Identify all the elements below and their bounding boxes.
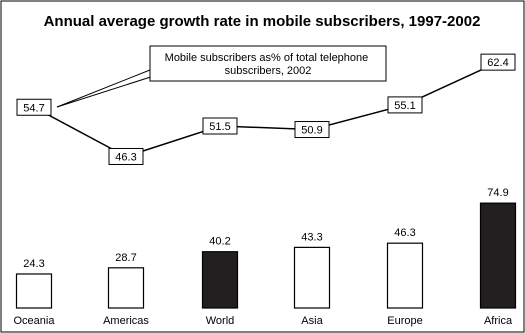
x-tick-label: Oceania <box>14 315 56 327</box>
x-axis-labels: Oceania Americas World Asia Europe Africa <box>14 315 513 327</box>
annotation-text-line-1: Mobile subscribers as% of total telephon… <box>165 52 369 64</box>
bar-europe <box>386 242 424 309</box>
annotation-callout: Mobile subscribers as% of total telephon… <box>56 45 387 108</box>
bar-value-label: 28.7 <box>115 252 136 264</box>
bar-value-label: 24.3 <box>23 258 44 270</box>
bar-value-label: 46.3 <box>394 227 415 239</box>
x-tick-label: Americas <box>103 315 149 327</box>
annotation-box <box>149 45 387 82</box>
bars-layer: 24.3 28.7 40.2 43.3 46.3 74.9 <box>15 187 517 309</box>
line-point-label: 54.7 <box>23 102 44 114</box>
annotation-leader-line <box>56 65 161 108</box>
annotation-text-line-2: subscribers, 2002 <box>225 65 312 77</box>
line-point-label: 62.4 <box>487 57 508 69</box>
line-point-label: 51.5 <box>209 121 230 133</box>
annotation-leader-line <box>56 73 161 108</box>
bar-oceania <box>15 273 53 309</box>
line-point-label: 46.3 <box>115 151 136 163</box>
bar-world <box>201 251 239 309</box>
chart-title: Annual average growth rate in mobile sub… <box>44 13 481 30</box>
x-tick-label: Asia <box>301 315 323 327</box>
annotation-text: Mobile subscribers as% of total telephon… <box>165 52 372 77</box>
line-point-marker <box>294 121 330 139</box>
bar-value-label: 74.9 <box>487 187 508 199</box>
line-series-layer: 54.7 46.3 51.5 50.9 55.1 62.4 <box>16 53 516 165</box>
bar-asia <box>293 246 331 309</box>
bar-africa <box>479 202 517 309</box>
line-point-marker <box>202 117 238 135</box>
x-tick-label: Africa <box>484 315 513 327</box>
line-point-label: 50.9 <box>301 125 322 137</box>
line-point-marker <box>16 98 52 116</box>
bar-value-label: 40.2 <box>209 236 230 248</box>
bar-americas <box>107 267 145 309</box>
line-point-label: 55.1 <box>394 100 415 112</box>
line-point-marker <box>387 96 423 114</box>
x-tick-label: World <box>206 315 235 327</box>
line-point-marker <box>480 53 516 71</box>
x-tick-label: Europe <box>387 315 422 327</box>
line-point-marker <box>108 147 144 165</box>
bar-value-label: 43.3 <box>301 231 322 243</box>
